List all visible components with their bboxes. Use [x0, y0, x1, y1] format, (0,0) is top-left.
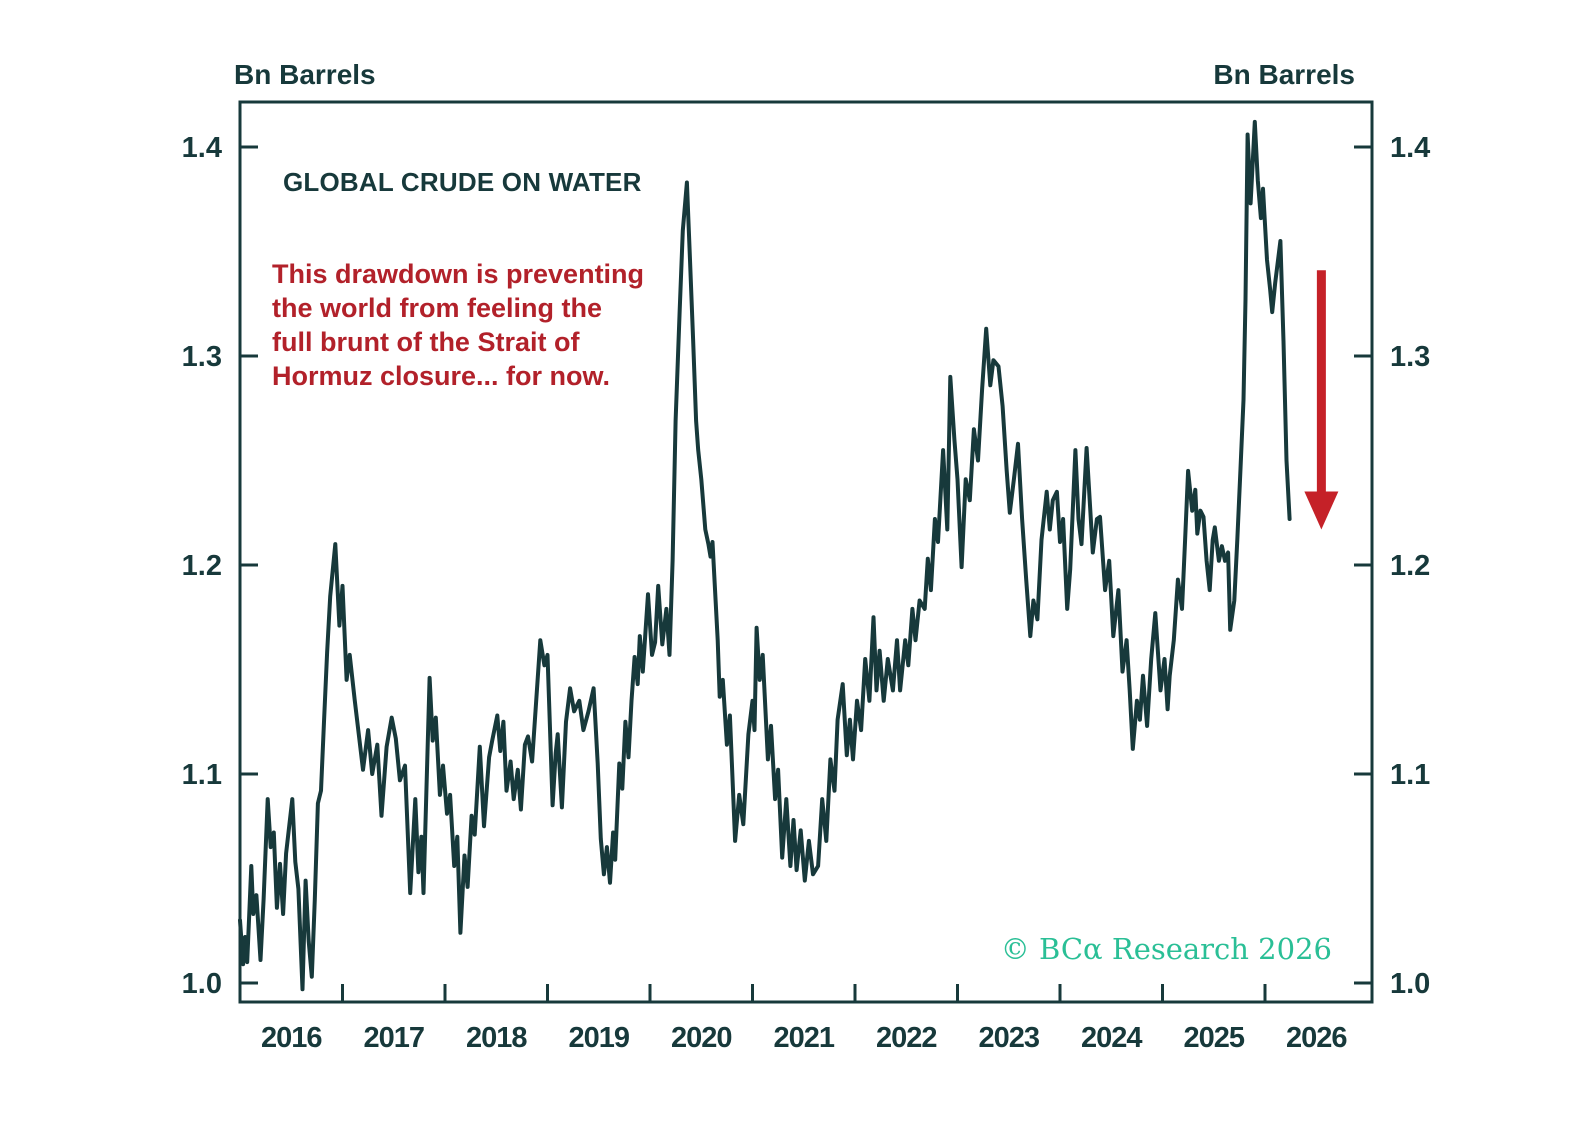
y-axis-title-left: Bn Barrels: [234, 59, 376, 90]
drawdown-arrow-icon: [1304, 270, 1339, 530]
x-year-label: 2024: [1081, 1022, 1142, 1054]
plot-frame: [238, 100, 1374, 1004]
annotation-line-3: full brunt of the Strait of: [272, 327, 580, 357]
y-axis-tick-labels-left: 1.0 1.1 1.2 1.3 1.4: [182, 132, 222, 1000]
x-year-label: 2025: [1183, 1022, 1244, 1054]
annotation-line-2: the world from feeling the: [272, 293, 602, 323]
y-tick-label-left: 1.4: [182, 132, 222, 164]
drawdown-annotation: This drawdown is preventing the world fr…: [272, 259, 644, 391]
x-year-label: 2022: [876, 1022, 937, 1054]
x-year-label: 2018: [466, 1022, 527, 1054]
x-year-label: 2016: [261, 1022, 322, 1054]
y-tick-label-right: 1.3: [1390, 341, 1430, 373]
x-year-label: 2020: [671, 1022, 732, 1054]
y-tick-label-left: 1.0: [182, 968, 222, 1000]
x-axis-year-labels: 2016 2017 2018 2019 2020 2021 2022 2023 2024 2025…: [261, 1022, 1348, 1054]
y-tick-label-right: 1.4: [1390, 132, 1430, 164]
x-year-label: 2026: [1286, 1022, 1347, 1054]
y-tick-label-right: 1.2: [1390, 550, 1430, 582]
y-tick-label-left: 1.2: [182, 550, 222, 582]
y-tick-label-left: 1.1: [182, 759, 222, 791]
x-year-label: 2023: [978, 1022, 1039, 1054]
x-year-label: 2021: [773, 1022, 834, 1054]
axis-ticks: [240, 145, 1372, 1002]
x-year-label: 2017: [363, 1022, 424, 1054]
crude-on-water-series-line: [238, 119, 1292, 992]
chart-title: GLOBAL CRUDE ON WATER: [283, 167, 642, 197]
x-year-label: 2019: [568, 1022, 629, 1054]
watermark: © BCα Research 2026: [1001, 932, 1332, 966]
y-axis-title-right: Bn Barrels: [1213, 59, 1355, 90]
y-tick-label-right: 1.0: [1390, 968, 1430, 1000]
y-tick-label-right: 1.1: [1390, 759, 1430, 791]
arrow-head: [1304, 491, 1339, 530]
annotation-line-4: Hormuz closure... for now.: [272, 361, 610, 391]
annotation-line-1: This drawdown is preventing: [272, 259, 644, 289]
y-tick-label-left: 1.3: [182, 341, 222, 373]
y-axis-tick-labels-right: 1.0 1.1 1.2 1.3 1.4: [1390, 132, 1430, 1000]
